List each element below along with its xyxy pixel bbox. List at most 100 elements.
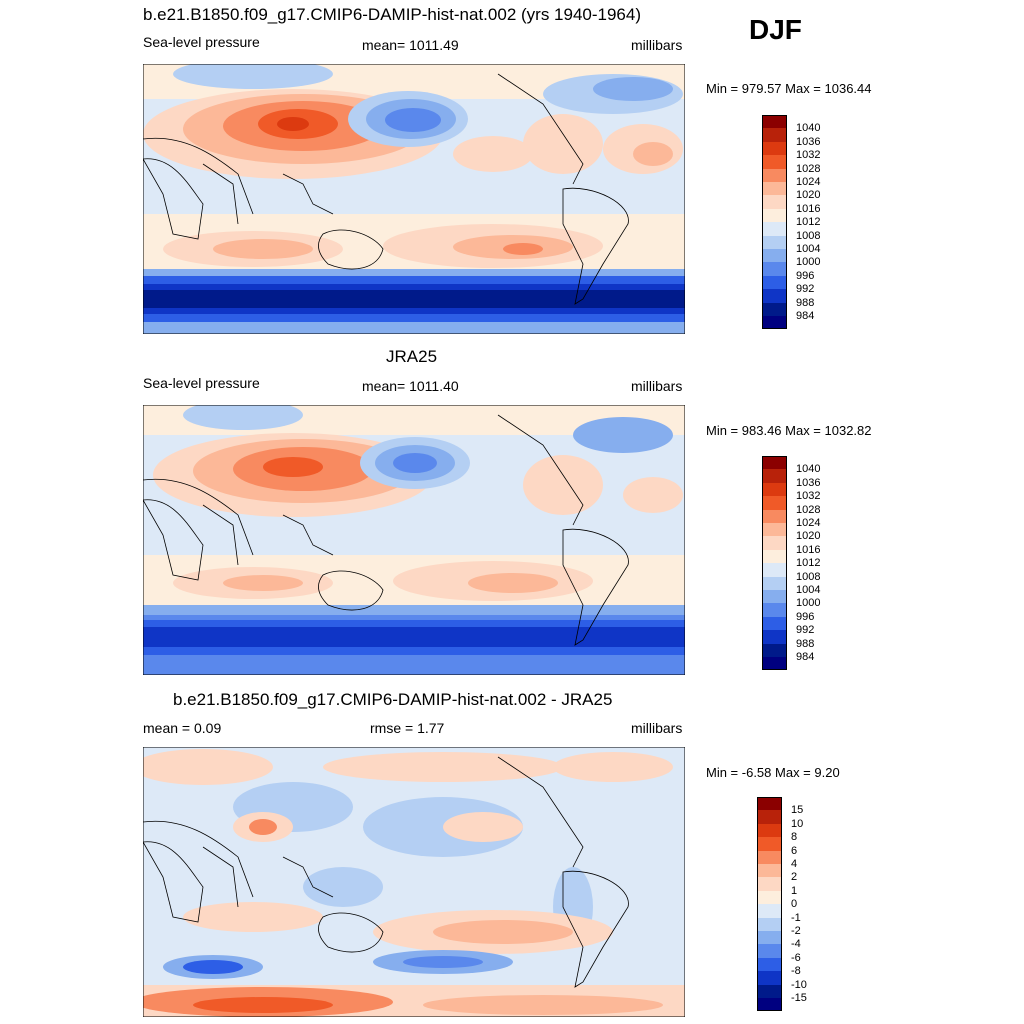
panel-2-colorbar-swatch [762, 456, 787, 470]
panel-3-map [143, 747, 685, 1017]
panel-1-colorbar-swatch [762, 249, 787, 263]
panel-1-colorbar-label: 1004 [796, 243, 821, 255]
panel-1-colorbar-label: 1036 [796, 135, 821, 148]
panel-1-colorbar-swatch [762, 235, 787, 249]
panel-3-colorbar-swatch [757, 957, 782, 972]
panel-3-colorbar-label: -6 [791, 951, 801, 964]
panel-1-map [143, 64, 685, 334]
panel-2-colorbar-swatch [762, 616, 787, 631]
panel-3-colorbar-label: 2 [791, 871, 798, 884]
panel-1-colorbar-swatch [762, 289, 787, 303]
panel-1-colorbar-swatch [762, 262, 787, 276]
panel-3-colorbar-swatch [757, 904, 782, 918]
panel-1-colorbar-swatch [762, 168, 787, 182]
panel-1-minmax: Min = 979.57 Max = 1036.44 [706, 81, 872, 96]
panel-3-colorbar-swatch [757, 917, 782, 931]
panel-1-colorbar-label: 988 [796, 296, 815, 309]
panel-1-colorbar-label: 1032 [796, 149, 821, 162]
panel-2-colorbar-swatch [762, 603, 787, 617]
panel-2-minmax: Min = 983.46 Max = 1032.82 [706, 423, 872, 438]
panel-1-colorbar-swatch [762, 128, 787, 142]
panel-1-colorbar-swatch [762, 302, 787, 316]
panel-2-colorbar-label: 1000 [796, 597, 821, 610]
panel-3-colorbar-label: 8 [791, 831, 798, 844]
panel-3-colorbar-swatch [757, 984, 782, 998]
panel-2-mean-label: mean= 1011.40 [362, 378, 459, 394]
panel-2-colorbar-label: 1036 [796, 476, 821, 489]
panel-1-mean-label: mean= 1011.49 [362, 37, 459, 53]
panel-2-colorbar-label: 996 [796, 610, 815, 623]
panel-1-colorbar-label: 1000 [796, 256, 821, 269]
panel-3-colorbar-swatch [757, 797, 782, 811]
panel-1-title: b.e21.B1850.f09_g17.CMIP6-DAMIP-hist-nat… [143, 5, 641, 24]
panel-1-colorbar: 1040 1036 1032 1028 1024 1020 1016 1012 1008 1004… [762, 115, 842, 330]
panel-3-colorbar-swatch [757, 998, 782, 1012]
panel-2-variable-label: Sea-level pressure [143, 375, 260, 391]
panel-3-colorbar-label: -4 [791, 938, 801, 951]
panel-1-colorbar-label: 1012 [796, 216, 821, 229]
panel-3-colorbar-label: -15 [791, 992, 807, 1004]
panel-3-colorbar-label: -2 [791, 925, 801, 937]
panel-2-colorbar-label: 1040 [796, 463, 821, 476]
panel-3-colorbar-swatch [757, 877, 782, 891]
panel-2-colorbar-label: 1004 [796, 584, 821, 596]
panel-2-colorbar-label: 1028 [796, 503, 821, 516]
panel-3-colorbar: 15 10 8 6 4 2 1 0 -1 -2 -4 -6 -8 -10 -15 [757, 797, 837, 1012]
panel-2-colorbar-label: 1032 [796, 490, 821, 503]
panel-3-colorbar-swatch [757, 931, 782, 945]
panel-2-colorbar: 1040 1036 1032 1028 1024 1020 1016 1012 1008 1004… [762, 456, 842, 671]
panel-2-colorbar-label: 984 [796, 651, 815, 663]
panel-1-colorbar-swatch [762, 182, 787, 196]
panel-3-colorbar-label: -1 [791, 911, 801, 924]
panel-1-colorbar-swatch [762, 316, 787, 330]
panel-2-colorbar-swatch [762, 469, 787, 483]
panel-3-units-label: millibars [631, 720, 683, 736]
panel-3-colorbar-swatch [757, 944, 782, 958]
panel-2-colorbar-label: 988 [796, 637, 815, 650]
panel-2-colorbar-label: 1008 [796, 570, 821, 583]
panel-2-colorbar-label: 992 [796, 624, 815, 637]
panel-2-title: JRA25 [386, 347, 438, 366]
panel-1-colorbar-label: 1016 [796, 202, 821, 215]
panel-1-colorbar-swatch [762, 155, 787, 169]
panel-2-colorbar-swatch [762, 657, 787, 671]
panel-3-colorbar-swatch [757, 971, 782, 985]
panel-3-title: b.e21.B1850.f09_g17.CMIP6-DAMIP-hist-nat… [173, 690, 613, 709]
panel-1-colorbar-label: 1024 [796, 176, 821, 188]
season-label: DJF [749, 14, 802, 45]
panel-3-colorbar-label: 10 [791, 817, 804, 830]
panel-2-colorbar-swatch [762, 523, 787, 537]
panel-1-colorbar-swatch [762, 195, 787, 209]
panel-2-colorbar-swatch [762, 536, 787, 550]
panel-2-colorbar-swatch [762, 496, 787, 510]
panel-1-colorbar-swatch [762, 141, 787, 156]
panel-3-minmax: Min = -6.58 Max = 9.20 [706, 765, 840, 780]
panel-1-colorbar-swatch [762, 222, 787, 236]
panel-2-colorbar-swatch [762, 576, 787, 590]
panel-1-units-label: millibars [631, 37, 683, 53]
panel-2-colorbar-swatch [762, 590, 787, 604]
panel-1-colorbar-label: 992 [796, 283, 815, 296]
panel-3-colorbar-label: 4 [791, 858, 798, 870]
panel-3-colorbar-label: -10 [791, 978, 807, 991]
panel-2-colorbar-label: 1020 [796, 530, 821, 543]
panel-2-colorbar-swatch [762, 630, 787, 644]
panel-1-colorbar-label: 1020 [796, 189, 821, 202]
panel-3-colorbar-label: 0 [791, 898, 798, 911]
panel-3-colorbar-swatch [757, 850, 782, 864]
panel-3-colorbar-label: 6 [791, 844, 798, 857]
panel-2-colorbar-swatch [762, 482, 787, 497]
panel-2-map [143, 405, 685, 675]
panel-2-colorbar-label: 1016 [796, 543, 821, 556]
panel-2-colorbar-swatch [762, 563, 787, 577]
panel-2-colorbar-swatch [762, 643, 787, 657]
panel-3-colorbar-label: 1 [791, 884, 798, 897]
panel-1-variable-label: Sea-level pressure [143, 34, 260, 50]
panel-3-colorbar-swatch [757, 810, 782, 824]
panel-3-colorbar-swatch [757, 837, 782, 851]
panel-1-colorbar-label: 1008 [796, 229, 821, 242]
panel-1-colorbar-swatch [762, 208, 787, 223]
panel-1-colorbar-label: 996 [796, 269, 815, 282]
panel-1-colorbar-label: 1028 [796, 162, 821, 175]
panel-3-colorbar-swatch [757, 864, 782, 878]
